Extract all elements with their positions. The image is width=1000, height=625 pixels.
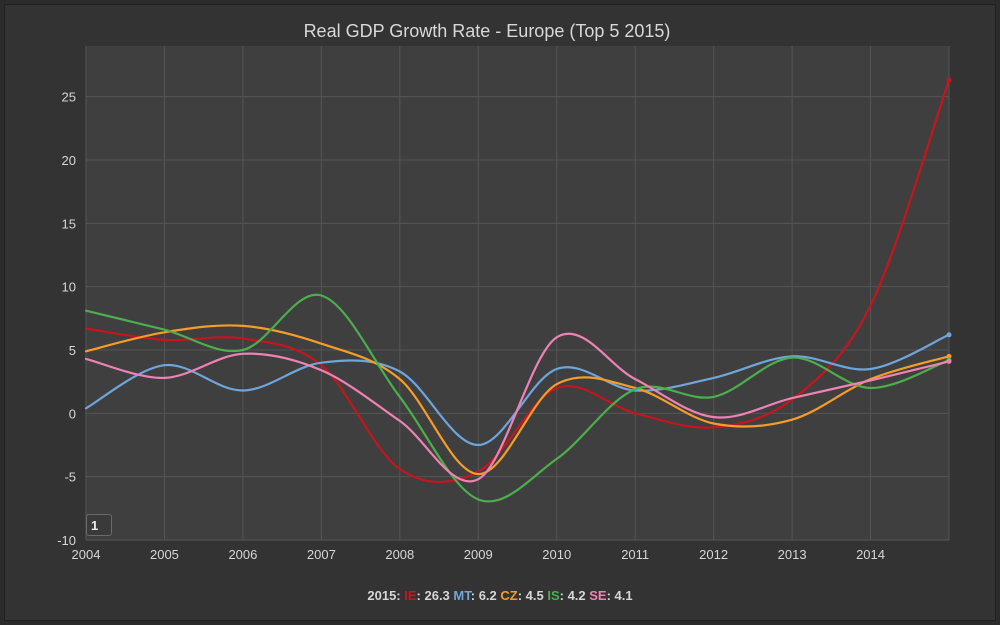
data-point-se [946,358,952,364]
legend-series-value: : 4.2 [560,588,590,603]
legend-series-name: SE [589,588,607,603]
x-tick-label: 2009 [464,547,493,562]
x-tick-label: 2014 [856,547,885,562]
legend-series-name: IE [404,588,417,603]
chart-title: Real GDP Growth Rate - Europe (Top 5 201… [304,21,671,41]
series-lines [84,77,952,503]
data-point-cz [946,353,952,359]
y-tick-label: -5 [64,470,76,485]
x-tick-label: 2011 [621,547,649,562]
x-tick-label: 2006 [228,547,257,562]
legend-series-value: : 4.5 [518,588,548,603]
data-point-ie [946,77,952,83]
series-line-cz [84,324,951,476]
x-tick-label: 2012 [699,547,728,562]
legend-series-name: IS [547,588,560,603]
legend-series-value: : 4.1 [607,588,633,603]
x-tick-label: 2004 [72,547,101,562]
series-line-is [84,293,951,503]
plot-area [86,46,949,540]
legend: 2015: IE: 26.3 MT: 6.2 CZ: 4.5 IS: 4.2 S… [367,588,632,603]
legend-series-value: : 26.3 [417,588,454,603]
series-line-mt [84,333,951,447]
y-tick-label: -10 [57,533,76,548]
navigator-input[interactable]: 1 [86,514,112,536]
legend-series-name: CZ [500,588,517,603]
y-tick-label: 15 [62,216,76,231]
legend-series-name: MT [453,588,472,603]
series-line-se [84,332,951,483]
y-tick-label: 20 [62,153,76,168]
y-tick-label: 25 [62,90,76,105]
legend-prefix: 2015: [367,588,404,603]
x-tick-label: 2013 [778,547,807,562]
y-tick-label: 0 [69,406,76,421]
y-tick-label: 5 [69,343,76,358]
data-point-mt [946,332,952,338]
y-tick-label: 10 [62,280,76,295]
x-tick-label: 2007 [307,547,336,562]
axis-labels: 2004 2005 2006 2007 2008 2009 2010 2011 2012 2013… [57,90,885,562]
x-tick-label: 2010 [542,547,571,562]
legend-series-value: : 6.2 [471,588,501,603]
x-tick-label: 2008 [385,547,414,562]
x-tick-label: 2005 [150,547,179,562]
